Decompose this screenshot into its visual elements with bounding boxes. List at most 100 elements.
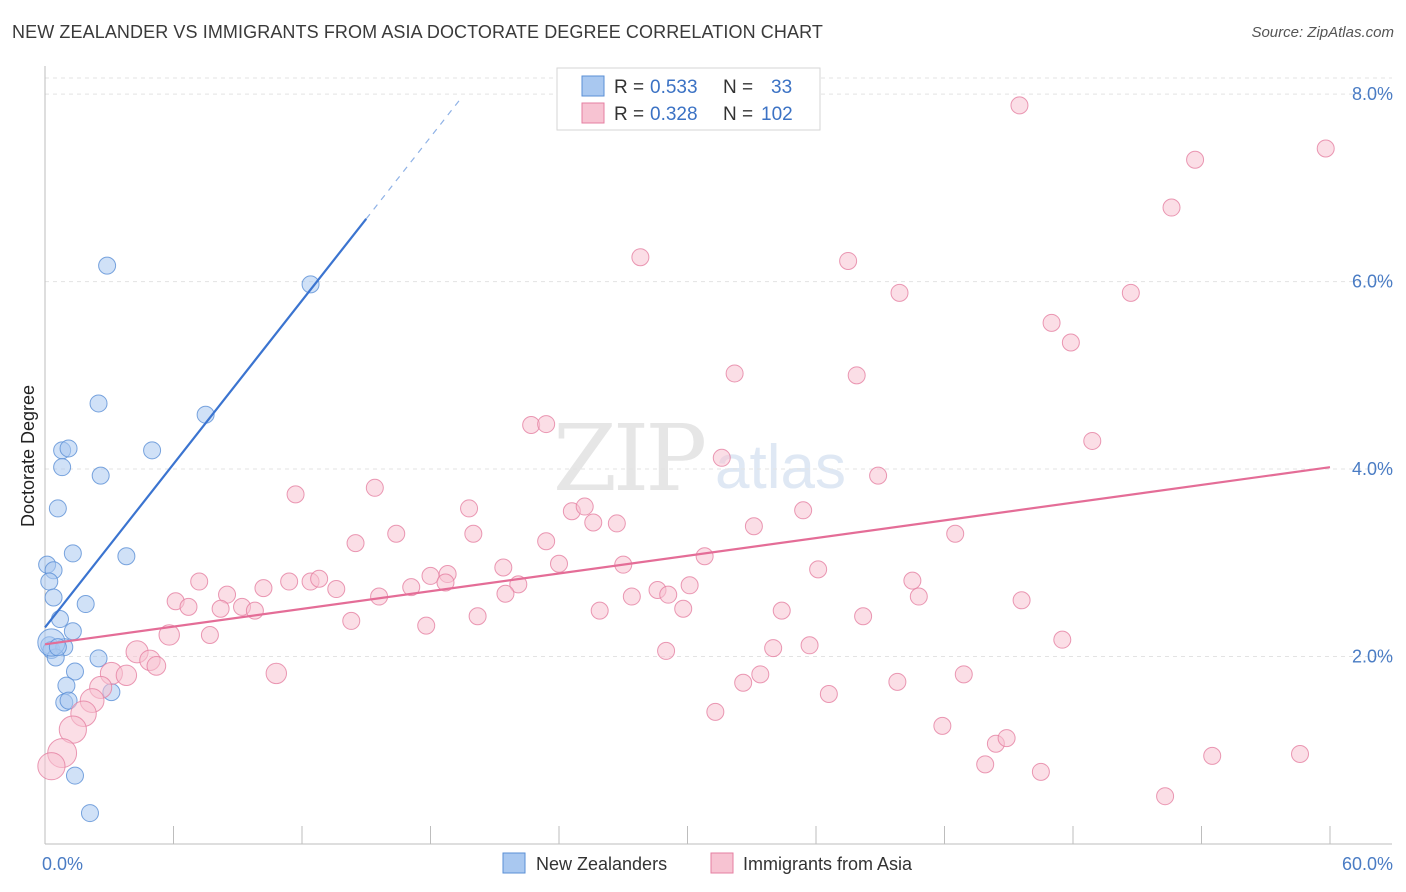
bottom-legend-label-immigrants-from-asia: Immigrants from Asia xyxy=(743,854,913,874)
data-point xyxy=(659,585,678,604)
data-point xyxy=(607,514,626,533)
data-point xyxy=(342,611,361,630)
data-point xyxy=(494,558,513,577)
data-point xyxy=(751,665,770,684)
data-point xyxy=(712,448,731,467)
data-point xyxy=(59,691,78,710)
data-point xyxy=(50,610,69,629)
data-point xyxy=(468,607,487,626)
data-point xyxy=(680,576,699,595)
data-point xyxy=(200,625,219,644)
data-point xyxy=(744,517,763,536)
y-tick-label: 8.0% xyxy=(1352,84,1393,104)
source-credit: Source: ZipAtlas.com xyxy=(1251,24,1394,41)
data-point xyxy=(575,497,594,516)
data-point xyxy=(89,394,108,413)
data-point xyxy=(254,579,273,598)
data-point xyxy=(1121,283,1140,302)
data-point xyxy=(764,639,783,658)
data-point xyxy=(310,569,329,588)
legend-n-value-1: 33 xyxy=(771,77,792,98)
data-point xyxy=(890,283,909,302)
data-point xyxy=(794,501,813,520)
data-point xyxy=(954,665,973,684)
data-point xyxy=(1203,746,1222,765)
data-point xyxy=(365,478,384,497)
data-point xyxy=(417,616,436,635)
data-point xyxy=(301,275,320,294)
data-point xyxy=(809,560,828,579)
data-point xyxy=(91,466,110,485)
data-point xyxy=(706,702,725,721)
data-point xyxy=(89,649,108,668)
data-point xyxy=(550,554,568,573)
data-point xyxy=(63,622,82,641)
bottom-legend-swatch-immigrants-from-asia xyxy=(710,852,734,874)
legend-n-value-2: 102 xyxy=(761,104,793,125)
data-point xyxy=(286,485,305,504)
data-point xyxy=(631,248,650,267)
data-point xyxy=(839,251,858,270)
trend-line-new-zealanders-extension xyxy=(365,95,464,220)
data-point xyxy=(44,588,63,607)
data-point xyxy=(997,729,1016,748)
data-point xyxy=(37,752,66,781)
data-point xyxy=(537,415,556,434)
data-point xyxy=(115,664,138,686)
data-point xyxy=(909,587,928,606)
data-point xyxy=(146,656,167,676)
data-point xyxy=(1083,431,1102,450)
data-point xyxy=(211,599,230,618)
data-point xyxy=(421,566,440,585)
data-point xyxy=(674,599,693,618)
legend-swatch-immigrants-from-asia xyxy=(581,102,605,124)
legend-n-label-1: N = xyxy=(723,77,753,98)
bottom-legend-label-new-zealanders: New Zealanders xyxy=(536,854,667,874)
y-tick-label: 2.0% xyxy=(1352,647,1393,667)
y-tick-label: 6.0% xyxy=(1352,272,1393,292)
trend-line-new-zealanders xyxy=(44,218,368,629)
trend-layer xyxy=(44,95,1331,646)
data-point xyxy=(346,534,365,553)
data-point xyxy=(280,572,299,591)
data-point xyxy=(522,416,541,435)
x-tick-labels: 0.0% 60.0% xyxy=(42,854,1393,874)
data-point xyxy=(725,364,744,383)
data-point xyxy=(1031,762,1050,781)
data-point xyxy=(847,366,866,385)
legend-r-label-2: R = xyxy=(614,104,644,125)
data-point xyxy=(80,804,99,823)
data-point xyxy=(402,578,421,597)
data-point xyxy=(327,580,346,599)
data-point xyxy=(98,256,117,275)
data-point xyxy=(63,544,82,563)
data-point xyxy=(1162,198,1181,217)
data-point xyxy=(143,441,162,460)
data-point xyxy=(1061,333,1080,352)
data-point xyxy=(734,673,753,692)
bottom-legend: New Zealanders Immigrants from Asia xyxy=(502,852,913,874)
data-point xyxy=(496,584,515,603)
data-point xyxy=(1042,313,1061,332)
data-point xyxy=(59,439,78,458)
data-point xyxy=(48,499,67,518)
data-point xyxy=(65,662,84,681)
data-point xyxy=(436,573,455,592)
watermark-atlas: atlas xyxy=(715,433,846,502)
data-point xyxy=(65,766,84,785)
bottom-legend-swatch-new-zealanders xyxy=(502,852,526,874)
data-point xyxy=(903,571,922,590)
data-point xyxy=(976,755,995,774)
legend-swatch-new-zealanders xyxy=(581,75,605,97)
data-point xyxy=(854,607,873,626)
chart-title: NEW ZEALANDER VS IMMIGRANTS FROM ASIA DO… xyxy=(12,22,823,42)
legend-r-value-2: 0.328 xyxy=(650,104,698,125)
data-point xyxy=(622,587,641,606)
data-point xyxy=(888,672,907,691)
data-point xyxy=(265,662,287,685)
data-point xyxy=(158,624,180,646)
top-legend: R = 0.533 N = 33 R = 0.328 N = 102 xyxy=(556,67,821,131)
data-point xyxy=(695,547,714,566)
data-point xyxy=(117,547,136,566)
